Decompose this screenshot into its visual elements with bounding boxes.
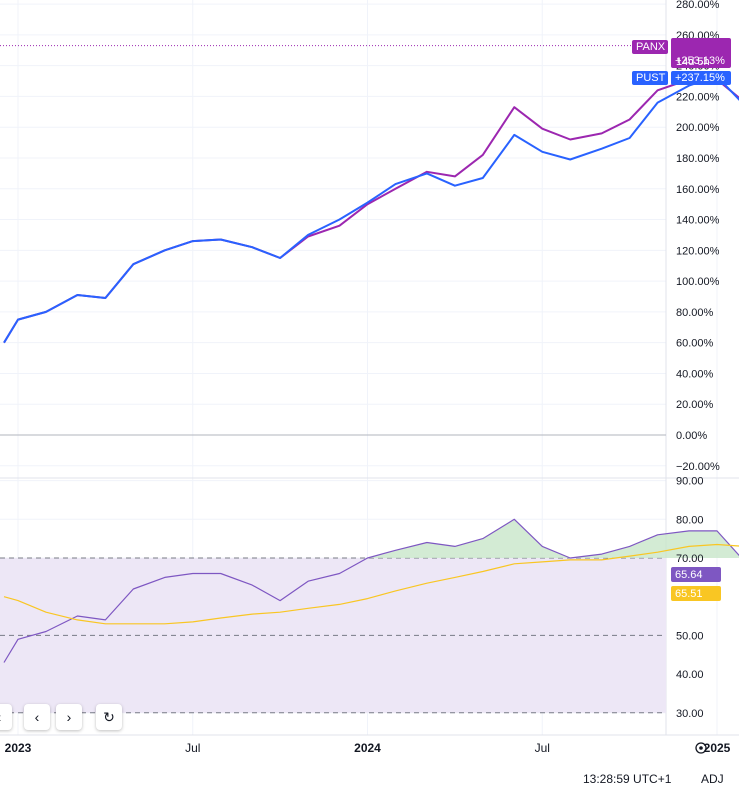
main-price-pane[interactable] [0, 16, 739, 436]
oscillator-pane[interactable] [0, 518, 739, 714]
overbought-area [367, 519, 739, 558]
time-tick-label: Jul [185, 741, 200, 755]
pust-value-tag-bg [671, 71, 731, 85]
price-tick-label: 140.00% [676, 215, 720, 227]
oscillator-tick-label: 90.00 [676, 476, 704, 488]
price-tick-label: 160.00% [676, 184, 720, 196]
clock-timezone[interactable]: 13:28:59 UTC+1 [583, 772, 672, 786]
price-tick-label: 80.00% [676, 307, 714, 319]
signal-value-tag-text: 65.51 [675, 588, 703, 600]
reset-chart-button[interactable]: ↻ [96, 704, 122, 730]
oscillator-tick-label: 80.00 [676, 514, 704, 526]
signal-value-tag: 65.51 [671, 586, 721, 601]
price-tick-label: 280.00% [676, 0, 720, 11]
pust-name-tag-text: PUST [636, 72, 666, 84]
price-tick-label: −20.00% [676, 461, 720, 473]
oscillator-tick-label: 70.00 [676, 553, 704, 565]
time-tick-label: Jul [535, 741, 550, 755]
price-tick-label: 180.00% [676, 153, 720, 165]
price-axis[interactable]: 280.00%260.00%240.00%220.00%200.00%180.0… [676, 0, 720, 720]
price-tick-label: 20.00% [676, 399, 714, 411]
pust-name-tag-bg [632, 71, 668, 85]
panx-name-tag: PANX [632, 40, 668, 54]
time-tick-label: 2024 [354, 741, 381, 755]
oscillator-value-tag-bg [671, 567, 721, 582]
panx-name-tag-text: PANX [636, 41, 666, 53]
panx-value-tag-text: +253.13% [675, 55, 725, 67]
time-axis[interactable]: 2023Jul2024Jul2025Jul2026Jul [5, 741, 739, 755]
series-line-pust[interactable] [3, 40, 739, 344]
pust-name-tag: PUST [632, 71, 668, 85]
reset-icon: ↻ [103, 708, 115, 725]
oscillator-tick-label: 30.00 [676, 708, 704, 720]
price-tick-label: 40.00% [676, 368, 714, 380]
scroll-right-button[interactable]: › [56, 704, 82, 730]
oscillator-tick-label: 50.00 [676, 630, 704, 642]
price-tick-label: 0.00% [676, 430, 707, 442]
price-tick-label: 100.00% [676, 276, 720, 288]
adjust-toggle[interactable]: ADJ [701, 772, 724, 786]
price-tick-label: 60.00% [676, 338, 714, 350]
scroll-left-button[interactable]: ‹ [24, 704, 50, 730]
chevron-left-icon-partial[interactable]: ‹ [0, 704, 12, 730]
panx-value-tag: +253.13% [671, 38, 731, 68]
oscillator-value-tag: 65.64 [671, 567, 721, 582]
signal-value-tag-bg [671, 586, 721, 601]
price-tick-label: 220.00% [676, 91, 720, 103]
price-badges: PANX +253.13%14d 5h PUST +237.15% 65.64 65.51 [632, 38, 731, 601]
price-tick-label: 200.00% [676, 122, 720, 134]
signal-line[interactable] [3, 543, 739, 625]
oscillator-tick-label: 40.00 [676, 669, 704, 681]
chevron-left-icon: ‹ [34, 709, 40, 725]
pust-value-tag: +237.15% [671, 71, 731, 85]
time-tick-label: 2025 [704, 741, 731, 755]
panx-name-tag-bg [632, 40, 668, 54]
oscillator-line[interactable] [3, 518, 739, 663]
pust-value-tag-text: +237.15% [675, 72, 725, 84]
time-tick-label: 2023 [5, 741, 32, 755]
price-tick-label: 120.00% [676, 245, 720, 257]
oscillator-value-tag-text: 65.64 [675, 569, 703, 581]
gear-icon[interactable] [695, 742, 707, 754]
panx-value-tag-bg [671, 38, 731, 68]
panx-countdown: 14d 5h [676, 56, 710, 68]
chevron-right-icon: › [66, 709, 72, 725]
